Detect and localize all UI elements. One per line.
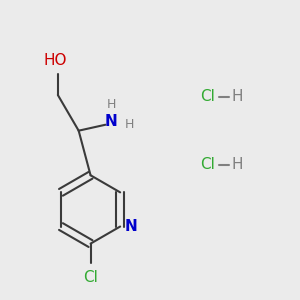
Text: H: H	[107, 98, 116, 111]
Text: H: H	[232, 158, 243, 172]
Text: N: N	[105, 114, 118, 129]
Text: H: H	[125, 118, 134, 131]
Text: Cl: Cl	[200, 158, 215, 172]
Text: HO: HO	[43, 53, 67, 68]
Text: N: N	[124, 219, 137, 234]
Text: Cl: Cl	[200, 89, 215, 104]
Text: H: H	[232, 89, 243, 104]
Text: Cl: Cl	[83, 270, 98, 285]
